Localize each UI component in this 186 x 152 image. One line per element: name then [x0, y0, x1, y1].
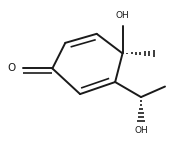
Text: OH: OH [116, 11, 129, 20]
Text: OH: OH [134, 126, 148, 135]
Text: O: O [7, 64, 15, 73]
